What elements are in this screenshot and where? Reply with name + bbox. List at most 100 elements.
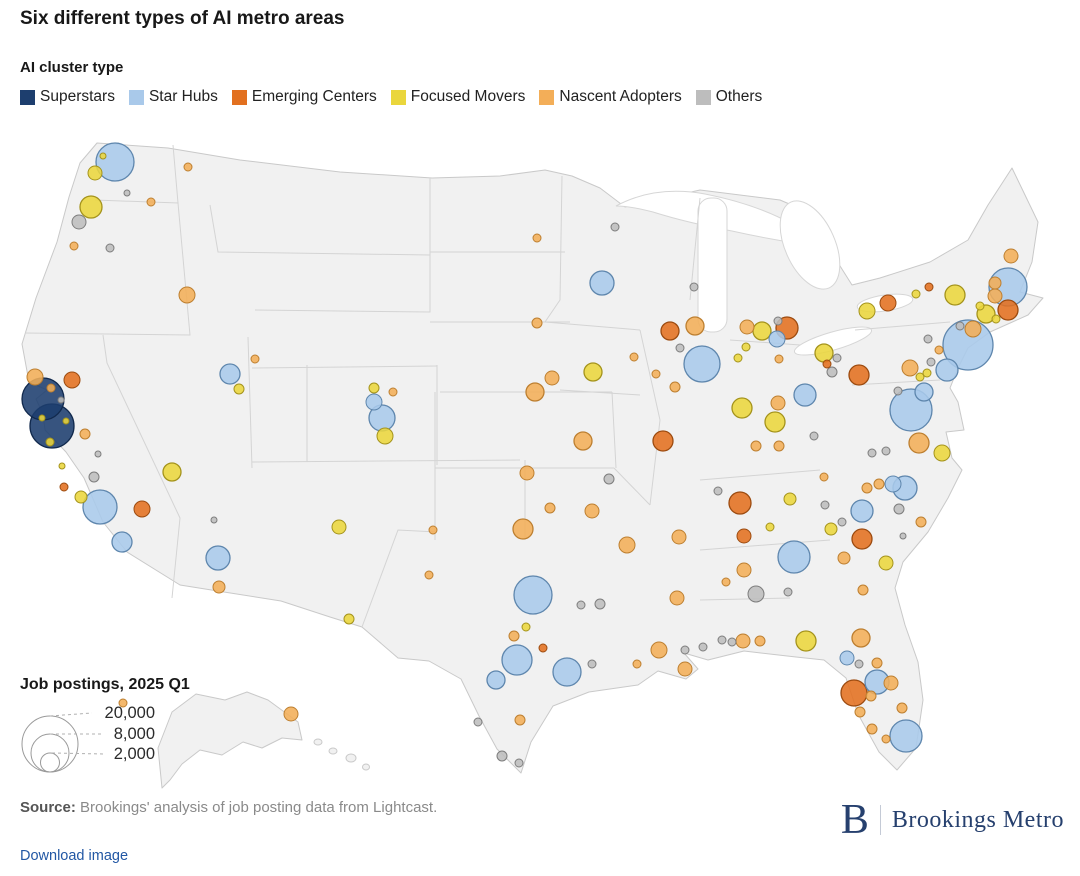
metro-bubble[interactable] bbox=[899, 532, 907, 540]
metro-bubble[interactable] bbox=[840, 679, 868, 707]
metro-bubble[interactable] bbox=[873, 478, 885, 490]
metro-bubble[interactable] bbox=[881, 734, 891, 744]
metro-bubble[interactable] bbox=[991, 314, 1001, 324]
metro-bubble[interactable] bbox=[365, 393, 383, 411]
metro-bubble[interactable] bbox=[532, 233, 542, 243]
metro-bubble[interactable] bbox=[343, 613, 355, 625]
metro-bubble[interactable] bbox=[531, 317, 543, 329]
metro-bubble[interactable] bbox=[752, 321, 772, 341]
metro-bubble[interactable] bbox=[123, 189, 131, 197]
metro-bubble[interactable] bbox=[1003, 248, 1019, 264]
metro-bubble[interactable] bbox=[819, 472, 829, 482]
metro-bubble[interactable] bbox=[908, 432, 930, 454]
metro-bubble[interactable] bbox=[736, 528, 752, 544]
metro-bubble[interactable] bbox=[773, 440, 785, 452]
metro-bubble[interactable] bbox=[486, 670, 506, 690]
metro-bubble[interactable] bbox=[713, 486, 723, 496]
metro-bubble[interactable] bbox=[934, 345, 944, 355]
metro-bubble[interactable] bbox=[45, 437, 55, 447]
metro-bubble[interactable] bbox=[814, 343, 834, 363]
metro-bubble[interactable] bbox=[826, 366, 838, 378]
metro-bubble[interactable] bbox=[514, 758, 524, 768]
metro-bubble[interactable] bbox=[911, 289, 921, 299]
metro-bubble[interactable] bbox=[871, 657, 883, 669]
metro-bubble[interactable] bbox=[915, 372, 925, 382]
metro-bubble[interactable] bbox=[105, 243, 115, 253]
metro-bubble[interactable] bbox=[62, 417, 70, 425]
metro-bubble[interactable] bbox=[884, 475, 902, 493]
metro-bubble[interactable] bbox=[589, 270, 615, 296]
metro-bubble[interactable] bbox=[997, 299, 1019, 321]
metro-bubble[interactable] bbox=[832, 353, 842, 363]
metro-bubble[interactable] bbox=[651, 369, 661, 379]
metro-bubble[interactable] bbox=[854, 659, 864, 669]
metro-bubble[interactable] bbox=[512, 518, 534, 540]
metro-bubble[interactable] bbox=[857, 584, 869, 596]
metro-bubble[interactable] bbox=[768, 330, 786, 348]
metro-bubble[interactable] bbox=[71, 214, 87, 230]
metro-bubble[interactable] bbox=[233, 383, 245, 395]
metro-bubble[interactable] bbox=[717, 635, 727, 645]
metro-bubble[interactable] bbox=[63, 371, 81, 389]
metro-bubble[interactable] bbox=[851, 628, 871, 648]
metro-bubble[interactable] bbox=[133, 500, 151, 518]
metro-bubble[interactable] bbox=[988, 276, 1002, 290]
metro-bubble[interactable] bbox=[87, 165, 103, 181]
metro-bubble[interactable] bbox=[689, 282, 699, 292]
metro-bubble[interactable] bbox=[881, 446, 891, 456]
metro-bubble[interactable] bbox=[754, 635, 766, 647]
metro-bubble[interactable] bbox=[146, 197, 156, 207]
metro-bubble[interactable] bbox=[850, 499, 874, 523]
metro-bubble[interactable] bbox=[82, 489, 118, 525]
metro-bubble[interactable] bbox=[680, 645, 690, 655]
metro-bubble[interactable] bbox=[901, 359, 919, 377]
metro-bubble[interactable] bbox=[331, 519, 347, 535]
metro-bubble[interactable] bbox=[111, 531, 133, 553]
metro-bubble[interactable] bbox=[727, 637, 737, 647]
metro-bubble[interactable] bbox=[95, 142, 135, 182]
metro-bubble[interactable] bbox=[893, 386, 903, 396]
metro-bubble[interactable] bbox=[59, 482, 69, 492]
metro-bubble[interactable] bbox=[964, 320, 982, 338]
metro-bubble[interactable] bbox=[879, 294, 897, 312]
metro-bubble[interactable] bbox=[514, 714, 526, 726]
metro-bubble[interactable] bbox=[893, 503, 905, 515]
metro-bubble[interactable] bbox=[519, 465, 535, 481]
metro-bubble[interactable] bbox=[922, 368, 932, 378]
metro-bubble[interactable] bbox=[46, 383, 56, 393]
metro-bubble[interactable] bbox=[865, 690, 877, 702]
metro-bubble[interactable] bbox=[783, 587, 793, 597]
metro-bubble[interactable] bbox=[508, 630, 520, 642]
metro-bubble[interactable] bbox=[728, 491, 752, 515]
metro-bubble[interactable] bbox=[764, 411, 786, 433]
metro-bubble[interactable] bbox=[629, 352, 639, 362]
metro-bubble[interactable] bbox=[525, 382, 545, 402]
metro-bubble[interactable] bbox=[388, 387, 398, 397]
metro-bubble[interactable] bbox=[721, 577, 731, 587]
metro-bubble[interactable] bbox=[935, 358, 959, 382]
metro-bubble[interactable] bbox=[210, 516, 218, 524]
metro-bubble[interactable] bbox=[283, 706, 299, 722]
metro-bubble[interactable] bbox=[584, 503, 600, 519]
metro-bubble[interactable] bbox=[987, 288, 1003, 304]
metro-bubble[interactable] bbox=[69, 241, 79, 251]
metro-bubble[interactable] bbox=[675, 343, 685, 353]
metro-bubble[interactable] bbox=[795, 630, 817, 652]
metro-bubble[interactable] bbox=[848, 364, 870, 386]
metro-bubble[interactable] bbox=[99, 152, 107, 160]
metro-bubble[interactable] bbox=[424, 570, 434, 580]
metro-bubble[interactable] bbox=[750, 440, 762, 452]
metro-bubble[interactable] bbox=[544, 370, 560, 386]
metro-bubble[interactable] bbox=[731, 397, 753, 419]
metro-bubble[interactable] bbox=[777, 540, 811, 574]
metro-bubble[interactable] bbox=[915, 516, 927, 528]
metro-bubble[interactable] bbox=[660, 321, 680, 341]
download-image-link[interactable]: Download image bbox=[20, 848, 129, 864]
metro-bubble[interactable] bbox=[671, 529, 687, 545]
metro-bubble[interactable] bbox=[933, 444, 951, 462]
metro-bubble[interactable] bbox=[501, 644, 533, 676]
metro-bubble[interactable] bbox=[793, 383, 817, 407]
metro-bubble[interactable] bbox=[544, 502, 556, 514]
metro-bubble[interactable] bbox=[538, 643, 548, 653]
metro-bubble[interactable] bbox=[883, 675, 899, 691]
